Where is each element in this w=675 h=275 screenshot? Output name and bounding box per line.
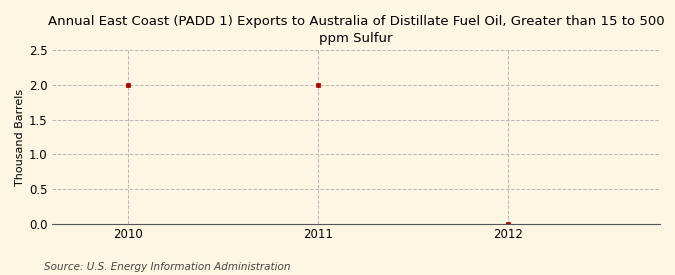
Title: Annual East Coast (PADD 1) Exports to Australia of Distillate Fuel Oil, Greater : Annual East Coast (PADD 1) Exports to Au…: [48, 15, 664, 45]
Text: Source: U.S. Energy Information Administration: Source: U.S. Energy Information Administ…: [44, 262, 290, 272]
Y-axis label: Thousand Barrels: Thousand Barrels: [15, 88, 25, 186]
